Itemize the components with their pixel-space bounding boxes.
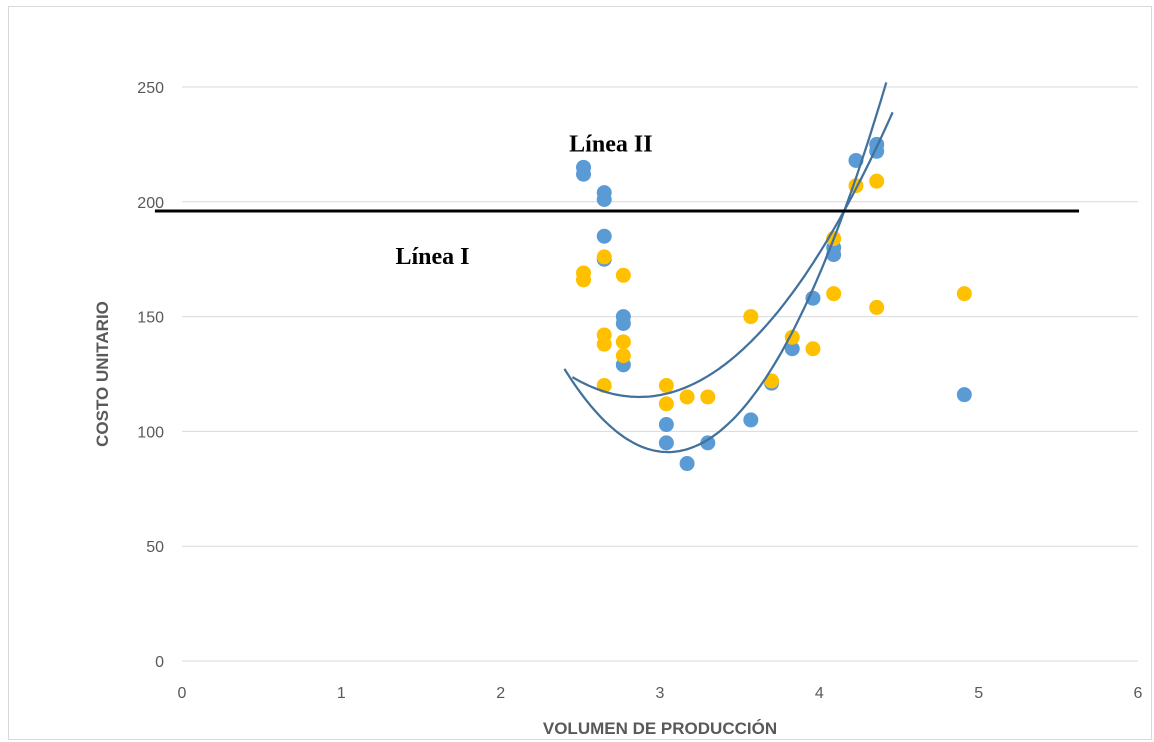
scatter-point-series-2 <box>658 396 674 412</box>
scatter-point-series-1 <box>658 417 674 433</box>
scatter-point-series-1 <box>576 166 592 182</box>
y-tick-label: 250 <box>137 80 164 97</box>
scatter-point-series-2 <box>615 348 631 364</box>
scatter-point-series-1 <box>700 435 716 451</box>
scatter-point-series-1 <box>956 387 972 403</box>
scatter-point-series-1 <box>596 228 612 244</box>
scatter-point-series-2 <box>576 272 592 288</box>
scatter-point-series-2 <box>869 299 885 315</box>
annotation-label: Línea I <box>396 244 470 270</box>
scatter-point-series-2 <box>615 334 631 350</box>
y-axis-title: COSTO UNITARIO <box>93 301 112 447</box>
x-axis-title: VOLUMEN DE PRODUCCIÓN <box>543 719 777 738</box>
y-tick-label: 0 <box>155 654 164 671</box>
scatter-point-series-2 <box>596 249 612 265</box>
scatter-point-series-2 <box>869 173 885 189</box>
x-axis-tick-labels: 0 1 2 3 4 5 6 <box>178 685 1143 702</box>
x-tick-label: 6 <box>1134 685 1143 702</box>
chart-frame <box>8 6 1152 740</box>
x-tick-label: 1 <box>337 685 346 702</box>
data-points <box>576 136 972 472</box>
x-tick-label: 2 <box>496 685 505 702</box>
y-tick-label: 50 <box>146 539 164 556</box>
scatter-point-series-2 <box>658 377 674 393</box>
scatter-point-series-1 <box>615 315 631 331</box>
chart-annotations: Línea II Línea I <box>396 131 653 270</box>
scatter-point-series-2 <box>679 389 695 405</box>
x-tick-label: 5 <box>974 685 983 702</box>
y-axis-tick-labels: 0 50 100 150 200 250 <box>137 80 164 671</box>
scatter-point-series-1 <box>805 290 821 306</box>
scatter-point-series-1 <box>784 341 800 357</box>
scatter-point-series-2 <box>764 373 780 389</box>
trend-curve-1 <box>563 82 888 454</box>
trend-curves <box>563 82 894 454</box>
y-tick-label: 100 <box>137 424 164 441</box>
scatter-point-series-2 <box>826 286 842 302</box>
x-tick-label: 0 <box>178 685 187 702</box>
scatter-point-series-2 <box>700 389 716 405</box>
scatter-point-series-2 <box>805 341 821 357</box>
scatter-point-series-1 <box>743 412 759 428</box>
annotation-label: Línea II <box>569 131 652 157</box>
chart-gridlines <box>182 86 1138 547</box>
x-tick-label: 4 <box>815 685 824 702</box>
scatter-point-series-1 <box>679 456 695 472</box>
scatter-point-series-2 <box>743 309 759 325</box>
scatter-point-series-2 <box>615 267 631 283</box>
x-tick-label: 3 <box>656 685 665 702</box>
y-tick-label: 200 <box>137 195 164 212</box>
scatter-point-series-2 <box>956 286 972 302</box>
y-tick-label: 150 <box>137 310 164 327</box>
scatter-point-series-1 <box>658 435 674 451</box>
trend-curve-2 <box>571 111 894 399</box>
scatter-point-series-1 <box>596 192 612 208</box>
scatter-point-series-2 <box>596 336 612 352</box>
